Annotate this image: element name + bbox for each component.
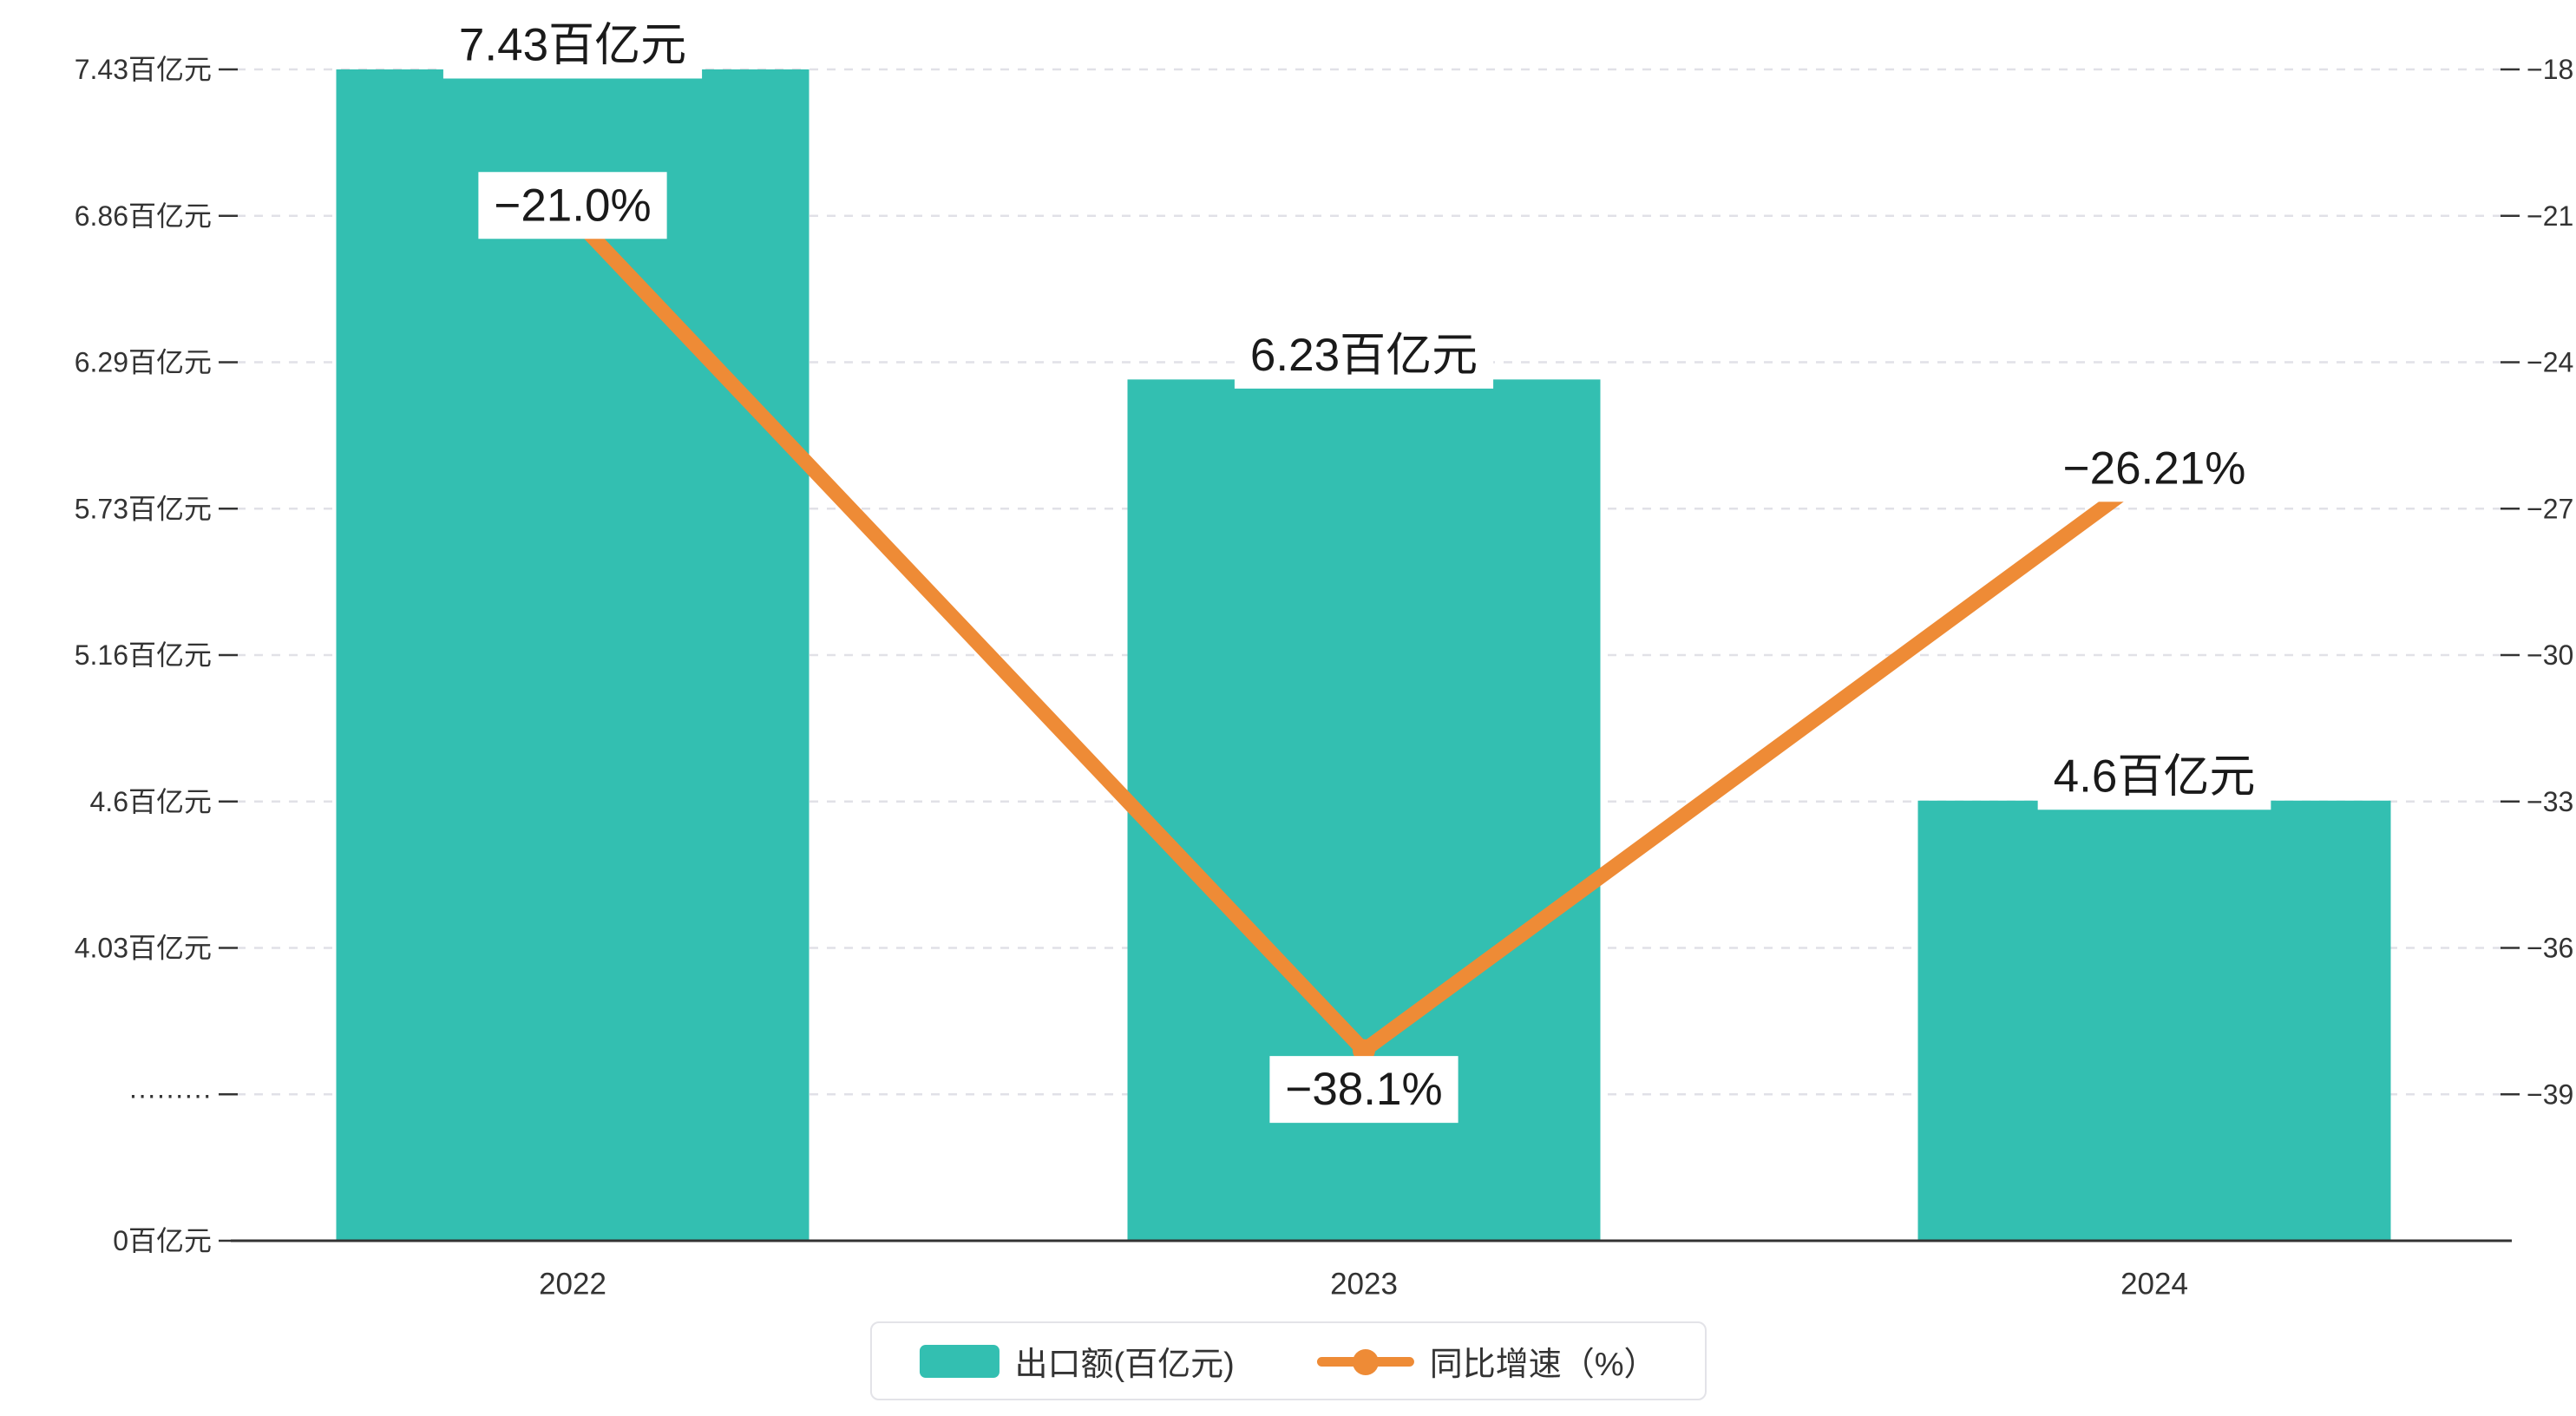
- legend-item-exports[interactable]: 出口额(百亿元): [919, 1337, 1235, 1385]
- left-axis-label: 5.16百亿元: [75, 639, 212, 671]
- x-axis-label-2022: 2022: [539, 1268, 606, 1301]
- x-axis-label-2023: 2023: [1330, 1268, 1398, 1301]
- left-axis-label: 6.86百亿元: [75, 200, 212, 232]
- legend: 出口额(百亿元) 同比增速（%）: [869, 1321, 1707, 1400]
- bar-value-label-2024-bg: [2037, 743, 2271, 810]
- right-axis-label: −21: [2527, 200, 2573, 232]
- line-value-label-2022: −21.0%: [494, 180, 651, 231]
- bar-value-label-2023-bg: [1234, 321, 1494, 389]
- line-value-label-2022-bg: [478, 172, 667, 239]
- legend-label-exports: 出口额(百亿元): [1014, 1347, 1235, 1383]
- right-axis-label: −27: [2527, 493, 2573, 524]
- bar-series-swatch-icon: [919, 1344, 1000, 1378]
- bar-value-label-2023: 6.23百亿元: [1250, 330, 1478, 381]
- left-axis-label: 4.03百亿元: [75, 933, 212, 964]
- right-axis-label: −39: [2527, 1078, 2573, 1110]
- line-value-label-2023-bg: [1269, 1056, 1458, 1124]
- left-axis-label: 6.29百亿元: [75, 347, 212, 378]
- right-axis-label: −33: [2527, 786, 2573, 817]
- left-axis-label: 4.6百亿元: [90, 786, 213, 817]
- right-axis-label: −30: [2527, 639, 2573, 671]
- left-axis-label: ·········: [128, 1078, 212, 1110]
- bar-2022[interactable]: [336, 69, 810, 1241]
- right-axis-label: −36: [2527, 933, 2573, 964]
- left-axis-label: 7.43百亿元: [75, 54, 212, 85]
- right-axis-label: −18: [2527, 54, 2573, 85]
- x-axis-label-2024: 2024: [2120, 1268, 2188, 1301]
- bar-value-label-2022: 7.43百亿元: [459, 20, 686, 71]
- legend-label-growth: 同比增速（%）: [1429, 1347, 1657, 1383]
- left-axis-label: 0百亿元: [113, 1225, 212, 1256]
- bar-value-label-2024: 4.6百亿元: [2054, 751, 2256, 802]
- line-value-label-2023: −38.1%: [1285, 1064, 1442, 1115]
- line-value-label-2024-bg: [2047, 435, 2262, 502]
- bar-value-label-2022-bg: [442, 11, 703, 79]
- left-axis-label: 5.73百亿元: [75, 493, 212, 524]
- line-series-swatch-icon: [1316, 1345, 1414, 1378]
- legend-item-growth[interactable]: 同比增速（%）: [1316, 1337, 1657, 1385]
- line-value-label-2024: −26.21%: [2063, 442, 2246, 494]
- right-axis-label: −24: [2527, 347, 2573, 378]
- bar-2024[interactable]: [1917, 800, 2391, 1241]
- line-swatch-dot-icon: [1352, 1348, 1379, 1375]
